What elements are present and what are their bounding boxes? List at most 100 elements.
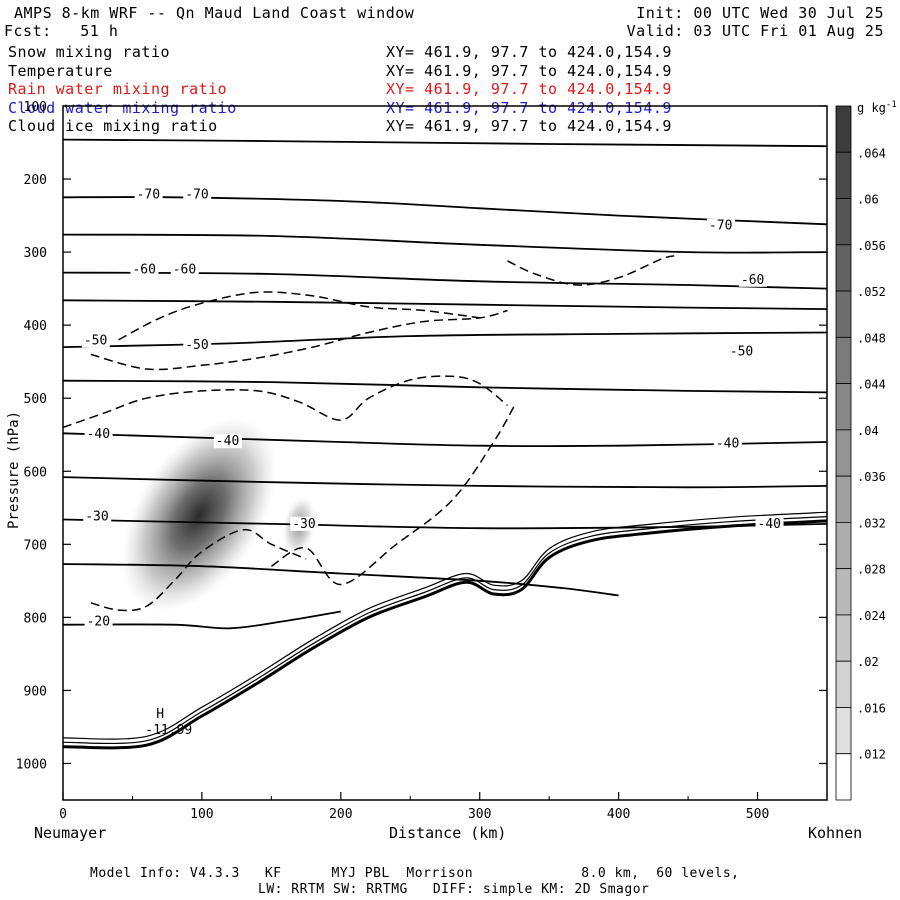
snow-shading-blob [121, 417, 277, 613]
colorbar-segment [835, 568, 852, 616]
contour-label-bg [213, 434, 242, 449]
cloud-ice-contours [63, 255, 675, 612]
contour-label-bg [706, 218, 735, 233]
isotherm-line [63, 233, 827, 254]
y-tick-label: 1000 [16, 757, 47, 772]
colorbar-segment [835, 336, 852, 385]
snow-shading-ellipse [121, 417, 277, 613]
terrain-line [63, 516, 827, 745]
contour-label: -60 [132, 263, 155, 278]
field-xy-snow: XY= 461.9, 97.7 to 424.0,154.9 [386, 43, 672, 61]
terrain-line [63, 519, 827, 750]
valid-time: Valid: 03 UTC Fri 01 Aug 25 [626, 22, 884, 40]
contour-label-bg [755, 516, 784, 531]
colorbar-label: .06 [857, 193, 879, 207]
axes: 100 200 300 400 500 600 700 800 900 1000 0 100 200 30… [16, 100, 827, 822]
isotherm-line [63, 299, 827, 310]
isotherm-line [63, 563, 619, 597]
contour-labels: -70 -70 -70 -60 -60 -60 -50 -50 -50 -40 -40 -40 -30 -… [81, 187, 784, 738]
x-tick-label: 200 [329, 807, 352, 822]
field-name-cloud-ice: Cloud ice mixing ratio [8, 117, 218, 135]
colorbar-unit: g kg-1 [857, 100, 897, 115]
high-marker: H [156, 707, 164, 722]
colorbar-label: .056 [857, 239, 886, 253]
contour-label: -70 [137, 187, 160, 202]
model-info-line2: LW: RRTM SW: RRTMG DIFF: simple KM: 2D S… [258, 882, 650, 897]
y-axis-label: Pressure (hPa) [6, 411, 22, 529]
x-tick-label: 500 [746, 807, 769, 822]
colorbar-segment [835, 383, 852, 431]
isotherm-line [63, 432, 827, 448]
field-name-snow: Snow mixing ratio [8, 43, 171, 61]
terrain-line [63, 511, 827, 740]
high-marker-value: -11.99 [145, 723, 192, 738]
x-tick-label: 0 [59, 807, 67, 822]
colorbar-label: .028 [857, 563, 886, 577]
cloud-ice-contour-line [63, 375, 508, 429]
field-xy-cloud-ice: XY= 461.9, 97.7 to 424.0,154.9 [386, 117, 672, 135]
field-name-temperature: Temperature [8, 62, 113, 80]
y-tick-label: 800 [24, 611, 47, 626]
contour-label-bg [183, 337, 212, 352]
y-tick-label: 200 [24, 173, 47, 188]
isotherm-line [63, 196, 827, 226]
field-name-rain: Rain water mixing ratio [8, 80, 228, 98]
y-tick-label: 100 [24, 100, 47, 115]
contour-label: -60 [741, 273, 764, 288]
contour-label: -40 [758, 517, 781, 532]
colorbar-label: .036 [857, 470, 886, 484]
field-name-cloud-water: Cloud water mixing ratio [8, 99, 237, 117]
colorbar-segment [835, 429, 852, 477]
x-tick-label: 100 [190, 807, 213, 822]
x-tick-label: 400 [607, 807, 630, 822]
contour-label-bg [84, 614, 113, 629]
field-xy-temperature: XY= 461.9, 97.7 to 424.0,154.9 [386, 62, 672, 80]
x-axis-label: Distance (km) [389, 824, 506, 842]
cloud-ice-contour-line [507, 255, 675, 286]
colorbar-label: .012 [857, 748, 886, 762]
contour-label: -70 [185, 187, 208, 202]
plot-frame [62, 105, 828, 801]
contour-label: -30 [292, 517, 315, 532]
isotherm-line [63, 331, 827, 348]
left-endpoint-label: Neumayer [34, 824, 106, 842]
colorbar-label: .02 [857, 655, 879, 669]
colorbar-segment [835, 198, 852, 246]
contour-label: -30 [85, 509, 108, 524]
contour-label: -40 [87, 427, 110, 442]
colorbar-segment [835, 475, 852, 523]
y-tick-label: 600 [24, 465, 47, 480]
cloud-ice-contour-line [90, 528, 307, 612]
contour-label-bg [738, 272, 767, 287]
colorbar-label: .04 [857, 424, 879, 438]
colorbar-segment [835, 614, 852, 662]
y-tick-label: 900 [24, 684, 47, 699]
contour-label-bg [134, 187, 163, 202]
isotherm-line [63, 610, 341, 630]
contour-label-bg [130, 262, 159, 277]
colorbar-label: .064 [857, 146, 886, 160]
colorbar-segment [835, 753, 852, 801]
colorbar-label: .024 [857, 609, 886, 623]
isotherm-line [63, 379, 827, 394]
init-time: Init: 00 UTC Wed 30 Jul 25 [636, 4, 884, 22]
model-info-line1: Model Info: V4.3.3 KF MYJ PBL Morrison 8… [90, 866, 740, 881]
right-endpoint-label: Kohnen [808, 824, 862, 842]
contour-label: -50 [185, 338, 208, 353]
contour-label: -50 [84, 333, 107, 348]
colorbar-unit-exponent: -1 [886, 100, 897, 110]
colorbar-label: .052 [857, 285, 886, 299]
contour-label: -60 [173, 263, 196, 278]
contour-label-bg [83, 509, 112, 524]
contour-label: -50 [730, 344, 753, 359]
y-tick-label: 700 [24, 538, 47, 553]
colorbar: .064 .06 .056 .052 .048 .044 .04 .036 .032 .028 .0… [835, 100, 897, 801]
contour-label-bg [170, 262, 199, 277]
contour-label-bg [290, 516, 319, 531]
colorbar-segment [835, 660, 852, 708]
contour-label-bg [183, 187, 212, 202]
colorbar-segment [835, 105, 852, 153]
chart-title: AMPS 8-km WRF -- Qn Maud Land Coast wind… [14, 4, 415, 22]
colorbar-label: .048 [857, 331, 886, 345]
